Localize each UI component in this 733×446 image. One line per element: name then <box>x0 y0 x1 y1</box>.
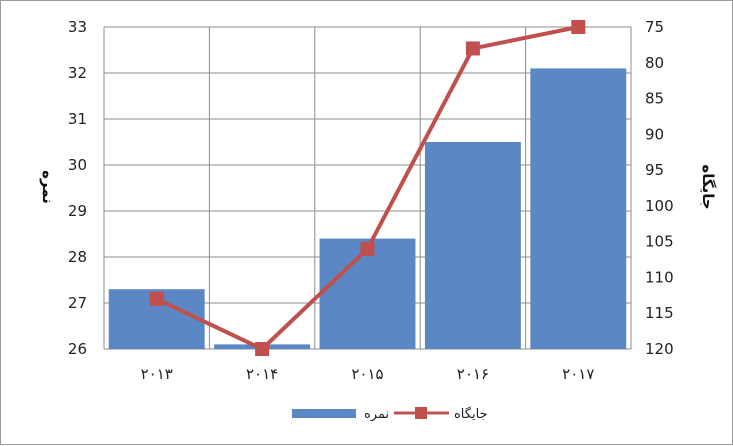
right-tick-label: 105 <box>645 233 674 251</box>
x-tick-label: ۲۰۱۳ <box>141 365 173 383</box>
left-tick-label: 29 <box>68 202 87 220</box>
x-tick-label: ۲۰۱۷ <box>562 365 594 383</box>
right-tick-label: 90 <box>645 125 664 143</box>
gridlines <box>103 26 632 350</box>
right-tick-label: 100 <box>645 197 674 215</box>
left-tick-label: 31 <box>68 110 87 128</box>
right-tick-label: 85 <box>645 90 664 108</box>
bar-۲۰۱۵ <box>319 238 416 349</box>
right-tick-label: 75 <box>645 18 664 36</box>
line-point-۲۰۱۵ <box>360 241 375 256</box>
left-tick-label: 33 <box>68 18 87 36</box>
left-tick-label: 32 <box>68 64 87 82</box>
left-tick-label: 28 <box>68 248 87 266</box>
left-axis-ticks: 26 27 28 29 30 31 32 33 <box>68 18 87 358</box>
x-axis-ticks: ۲۰۱۳ ۲۰۱۴ ۲۰۱۵ ۲۰۱۶ ۲۰۱۷ <box>141 365 595 383</box>
right-tick-label: 115 <box>645 304 674 322</box>
line-point-۲۰۱۶ <box>465 41 480 56</box>
legend-swatch-marker <box>415 407 427 419</box>
right-tick-label: 80 <box>645 54 664 72</box>
bar-۲۰۱۷ <box>530 68 627 350</box>
line-point-۲۰۱۳ <box>149 291 164 306</box>
line-series <box>149 20 586 356</box>
right-tick-label: 95 <box>645 161 664 179</box>
left-tick-label: 26 <box>68 340 87 358</box>
bar-series <box>108 68 627 350</box>
legend-label-bar: نمره <box>364 407 389 422</box>
legend-label-line: جایگاه <box>454 406 488 422</box>
right-axis-ticks: 75 80 85 90 95 100 105 110 115 120 <box>645 18 674 358</box>
right-tick-label: 120 <box>645 340 674 358</box>
right-tick-label: 110 <box>645 268 674 286</box>
line-point-۲۰۱۴ <box>255 342 270 356</box>
left-axis-title: نمره <box>39 170 57 204</box>
x-tick-label: ۲۰۱۵ <box>351 365 383 383</box>
left-tick-label: 30 <box>68 156 87 174</box>
x-tick-label: ۲۰۱۴ <box>246 365 278 383</box>
right-axis-title: جایگاه <box>699 164 717 209</box>
bar-۲۰۱۶ <box>424 142 521 349</box>
line-point-۲۰۱۷ <box>571 20 586 34</box>
x-tick-label: ۲۰۱۶ <box>457 365 489 383</box>
left-tick-label: 27 <box>68 294 87 312</box>
legend-swatch-bar <box>292 409 356 418</box>
legend: نمره جایگاه <box>292 406 488 422</box>
